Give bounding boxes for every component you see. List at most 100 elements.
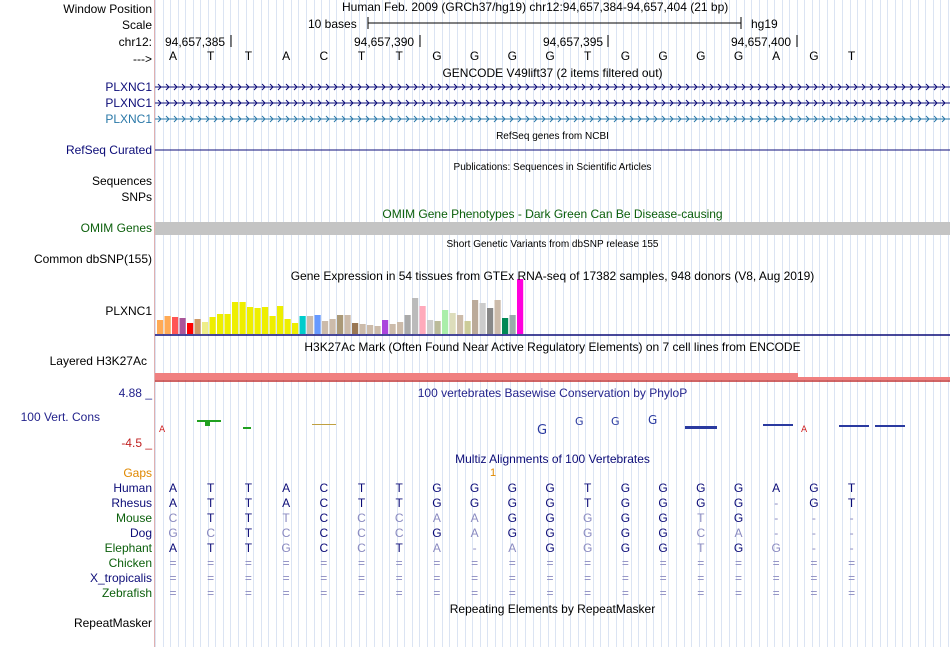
grid-line <box>298 0 299 647</box>
strand-chevron <box>197 83 202 91</box>
gtex-bar <box>487 308 494 334</box>
alignment-base-zebrafish: = <box>772 586 780 600</box>
alignment-base-zebrafish: = <box>848 586 856 600</box>
dbsnp-title[interactable]: Short Genetic Variants from dbSNP releas… <box>446 239 659 250</box>
alignment-base-human: T <box>244 481 253 495</box>
track-label-plxnc1-3[interactable]: PLXNC1 <box>105 112 152 126</box>
strand-chevron <box>909 115 914 123</box>
track-label-snps[interactable]: SNPs <box>121 190 152 204</box>
track-label-plxnc1-1[interactable]: PLXNC1 <box>105 80 152 94</box>
alignment-base-mouse: - <box>849 511 854 525</box>
strand-chevron <box>661 115 666 123</box>
refseq-title[interactable]: RefSeq genes from NCBI <box>496 131 609 142</box>
phylop-mark-c <box>312 424 336 425</box>
strand-chevron <box>253 115 258 123</box>
track-label-plxnc1-2[interactable]: PLXNC1 <box>105 96 152 110</box>
gtex-title[interactable]: Gene Expression in 54 tissues from GTEx … <box>290 269 815 283</box>
strand-chevron <box>533 115 538 123</box>
alignment-base-chicken: = <box>282 556 290 570</box>
track-label-omim[interactable]: OMIM Genes <box>80 221 152 235</box>
species-rhesus[interactable]: Rhesus <box>111 496 152 510</box>
strand-chevron <box>717 99 722 107</box>
alignment-base-dog: T <box>244 526 253 540</box>
strand-chevron <box>509 99 514 107</box>
alignment-base-xtrop: = <box>244 571 252 585</box>
multiz-title[interactable]: Multiz Alignments of 100 Vertebrates <box>455 452 650 466</box>
species-zebrafish[interactable]: Zebrafish <box>101 586 152 600</box>
species-elephant[interactable]: Elephant <box>104 541 152 555</box>
strand-chevron <box>165 83 170 91</box>
strand-chevron <box>685 83 690 91</box>
chrom-label: chr12: <box>118 35 152 49</box>
strand-chevron <box>157 83 162 91</box>
alignment-base-rhesus: T <box>244 496 253 510</box>
alignment-base-human: G <box>620 481 631 495</box>
alignment-base-mouse: - <box>811 511 816 525</box>
species-xtropicalis[interactable]: X_tropicalis <box>89 571 152 585</box>
alignment-base-rhesus: T <box>357 496 366 510</box>
omim-title[interactable]: OMIM Gene Phenotypes - Dark Green Can Be… <box>382 207 723 221</box>
alignment-base-human: T <box>395 481 403 495</box>
alignment-base-human: T <box>357 481 366 495</box>
gtex-bar <box>359 324 366 334</box>
strand-chevron <box>877 99 882 107</box>
gencode-title[interactable]: GENCODE V49lift37 (2 items filtered out) <box>442 66 663 80</box>
strand-chevron <box>317 83 322 91</box>
track-label-vertcons[interactable]: 100 Vert. Cons <box>20 410 100 424</box>
alignment-base-dog: - <box>811 526 816 540</box>
coord-tick-2: 94,657,390 <box>354 35 415 49</box>
strand-chevron <box>749 83 754 91</box>
phylop-mark-g6 <box>763 424 793 426</box>
strand-chevron <box>605 83 610 91</box>
track-label-h3k27ac[interactable]: Layered H3K27Ac <box>49 354 147 368</box>
track-label-sequences[interactable]: Sequences <box>91 174 152 188</box>
alignment-base-human: G <box>696 481 706 495</box>
track-labels-column: Window Position Scale chr12: ---> PLXNC1… <box>0 0 155 647</box>
strand-chevron <box>837 99 842 107</box>
grid-line <box>155 0 156 647</box>
strand-chevron <box>181 99 186 107</box>
strand-chevron <box>277 99 282 107</box>
h3k27ac-title[interactable]: H3K27Ac Mark (Often Found Near Active Re… <box>304 340 801 354</box>
alignment-base-elephant: G <box>620 541 631 555</box>
track-label-refseq[interactable]: RefSeq Curated <box>65 143 152 157</box>
grid-line <box>880 0 881 647</box>
dna-base: G <box>733 49 744 63</box>
alignment-base-dog: C <box>394 526 404 540</box>
species-chicken[interactable]: Chicken <box>108 556 152 570</box>
strand-chevron <box>597 99 602 107</box>
track-image[interactable]: Human Feb. 2009 (GRCh37/hg19) chr12:94,6… <box>155 0 950 647</box>
alignment-base-chicken: = <box>621 556 629 570</box>
strand-chevron <box>741 99 746 107</box>
strand-chevron <box>373 83 378 91</box>
phylop-title[interactable]: 100 vertebrates Basewise Conservation by… <box>417 386 688 400</box>
omim-bar <box>155 222 950 235</box>
strand-chevron <box>877 83 882 91</box>
strand-chevron <box>677 99 682 107</box>
strand-chevron <box>829 83 834 91</box>
strand-chevron <box>493 99 498 107</box>
dna-base: T <box>395 49 403 63</box>
strand-chevron <box>837 83 842 91</box>
repeatmasker-title[interactable]: Repeating Elements by RepeatMasker <box>449 602 656 616</box>
track-label-repeatmasker[interactable]: RepeatMasker <box>73 616 152 630</box>
grid-line <box>668 0 669 647</box>
alignment-base-mouse: C <box>319 511 329 525</box>
track-label-dbsnp[interactable]: Common dbSNP(155) <box>33 252 152 266</box>
alignment-base-dog: G <box>620 526 631 540</box>
species-dog[interactable]: Dog <box>129 526 152 540</box>
grid-line <box>578 0 579 647</box>
strand-chevron <box>165 115 170 123</box>
publications-title[interactable]: Publications: Sequences in Scientific Ar… <box>453 162 652 173</box>
strand-chevron <box>357 99 362 107</box>
grid-line <box>600 0 601 647</box>
track-label-gtex[interactable]: PLXNC1 <box>105 304 152 318</box>
alignment-base-mouse: G <box>658 511 668 525</box>
strand-chevron <box>365 83 370 91</box>
species-mouse[interactable]: Mouse <box>115 511 152 525</box>
strand-chevron <box>333 83 338 91</box>
strand-chevron <box>477 99 482 107</box>
alignment-base-zebrafish: = <box>320 586 328 600</box>
strand-chevron <box>869 99 874 107</box>
species-human[interactable]: Human <box>113 481 152 495</box>
